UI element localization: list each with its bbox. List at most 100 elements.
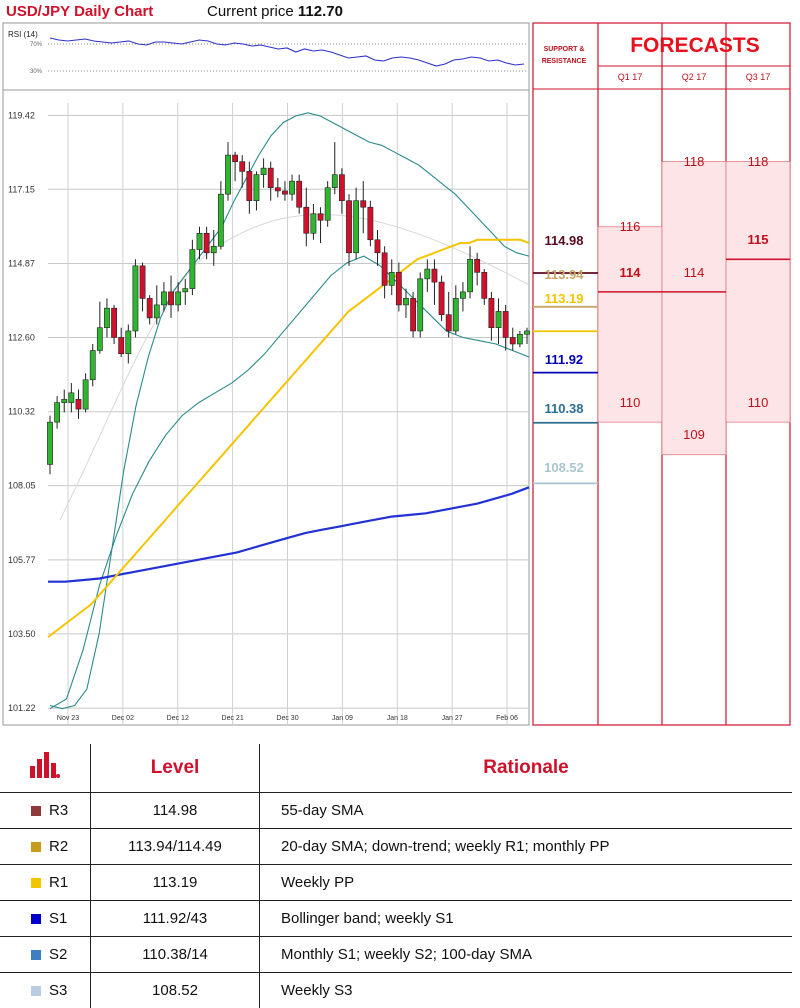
candle-body xyxy=(119,337,124,353)
sma-100-line xyxy=(48,487,529,581)
light-average-line xyxy=(60,214,529,520)
candle-body xyxy=(432,269,437,282)
candle-body xyxy=(190,250,195,289)
y-tick-label: 112.60 xyxy=(8,332,35,342)
forecast-q1-low: 110 xyxy=(598,395,662,410)
row-rationale: 20-day SMA; down-trend; weekly R1; month… xyxy=(260,829,793,865)
candle-body xyxy=(261,168,266,175)
table-row: R1 113.19 Weekly PP xyxy=(0,865,792,901)
forecast-range-q1 xyxy=(598,227,662,422)
row-name: R2 xyxy=(49,838,68,855)
forecast-q2-mid: 114 xyxy=(662,265,726,280)
candle-body xyxy=(467,259,472,292)
candle-body xyxy=(332,175,337,188)
candle-body xyxy=(297,181,302,207)
candle-body xyxy=(154,305,159,318)
row-rationale: Weekly PP xyxy=(260,865,793,901)
candle-body xyxy=(503,311,508,337)
candle-body xyxy=(361,201,366,208)
candle-body xyxy=(410,298,415,331)
forecast-q3-low: 110 xyxy=(726,395,790,410)
candle-body xyxy=(354,201,359,253)
candle-body xyxy=(282,191,287,194)
row-name-cell: S2 xyxy=(0,937,91,973)
candle-body xyxy=(368,207,373,240)
candle-body xyxy=(339,175,344,201)
candle-body xyxy=(482,272,487,298)
candle-body xyxy=(524,331,529,334)
candle-body xyxy=(425,269,430,279)
row-name: R3 xyxy=(49,802,68,819)
y-tick-label: 101.22 xyxy=(8,703,36,713)
row-name-cell: S3 xyxy=(0,973,91,1008)
level-r2-label: 113.94 xyxy=(533,267,595,282)
row-name-cell: R3 xyxy=(0,793,91,829)
x-tick-label: Feb 06 xyxy=(496,715,518,722)
candle-body xyxy=(325,188,330,221)
candle-body xyxy=(104,308,109,328)
row-name: S1 xyxy=(49,910,67,927)
y-tick-label: 103.50 xyxy=(8,629,36,639)
row-level: 113.19 xyxy=(91,865,260,901)
table-row: S1 111.92/43 Bollinger band; weekly S1 xyxy=(0,901,792,937)
level-swatch xyxy=(31,806,41,816)
level-s3-label: 108.52 xyxy=(533,460,595,475)
candle-body xyxy=(111,308,116,337)
forecast-q1-high: 116 xyxy=(598,219,662,234)
rsi-70-label: 70% xyxy=(30,42,43,48)
row-name-cell: S1 xyxy=(0,901,91,937)
row-rationale: Monthly S1; weekly S2; 100-day SMA xyxy=(260,937,793,973)
x-tick-label: Jan 27 xyxy=(442,715,463,722)
bar-chart-icon xyxy=(29,750,61,780)
candle-body xyxy=(225,155,230,194)
candle-body xyxy=(439,282,444,315)
row-name-cell: R2 xyxy=(0,829,91,865)
table-row: R2 113.94/114.49 20-day SMA; down-trend;… xyxy=(0,829,792,865)
candle-body xyxy=(133,266,138,331)
levels-table: Level Rationale R3 114.98 55-day SMA R2 … xyxy=(0,744,792,1008)
candle-body xyxy=(247,171,252,200)
level-swatch xyxy=(31,842,41,852)
candle-body xyxy=(489,298,494,327)
row-level: 110.38/14 xyxy=(91,937,260,973)
forecast-range-q2 xyxy=(662,162,726,455)
rsi-panel xyxy=(3,23,529,90)
candle-body xyxy=(460,292,465,299)
candle-body xyxy=(83,380,88,409)
candle-body xyxy=(475,259,480,272)
x-tick-label: Dec 30 xyxy=(276,715,298,722)
candle-body xyxy=(183,289,188,292)
forecast-q3-mid: 115 xyxy=(726,232,790,247)
y-tick-label: 119.42 xyxy=(8,110,35,120)
x-tick-label: Jan 18 xyxy=(387,715,408,722)
current-price-value: 112.70 xyxy=(298,3,343,20)
level-r1-label: 113.19 xyxy=(533,291,595,306)
candle-body xyxy=(69,393,74,403)
candle-body xyxy=(510,337,515,344)
row-level: 113.94/114.49 xyxy=(91,829,260,865)
quarter-header-q2: Q2 17 xyxy=(662,72,726,82)
level-s2-label: 110.38 xyxy=(533,401,595,416)
y-tick-label: 114.87 xyxy=(8,259,35,269)
y-tick-label: 105.77 xyxy=(8,555,36,565)
row-level: 108.52 xyxy=(91,973,260,1008)
candle-body xyxy=(211,246,216,253)
column-header-rationale: Rationale xyxy=(260,744,793,793)
forecast-q2-low: 109 xyxy=(662,427,726,442)
candle-body xyxy=(517,334,522,344)
candle-body xyxy=(126,331,131,354)
forecast-range-q3 xyxy=(726,162,790,423)
row-name: S3 xyxy=(49,982,67,999)
rsi-label: RSI (14) xyxy=(8,30,38,39)
candle-body xyxy=(97,328,102,351)
level-swatch xyxy=(31,914,41,924)
level-swatch xyxy=(31,878,41,888)
y-tick-label: 108.05 xyxy=(8,481,36,491)
candle-body xyxy=(240,162,245,172)
candle-body xyxy=(453,298,458,331)
candle-body xyxy=(496,311,501,327)
plot-frame xyxy=(3,23,529,725)
usdjpy-chart: RSI (14)70%30%119.42117.15114.87112.6011… xyxy=(0,0,800,740)
rsi-30-label: 30% xyxy=(30,69,43,75)
x-tick-label: Dec 12 xyxy=(167,715,189,722)
